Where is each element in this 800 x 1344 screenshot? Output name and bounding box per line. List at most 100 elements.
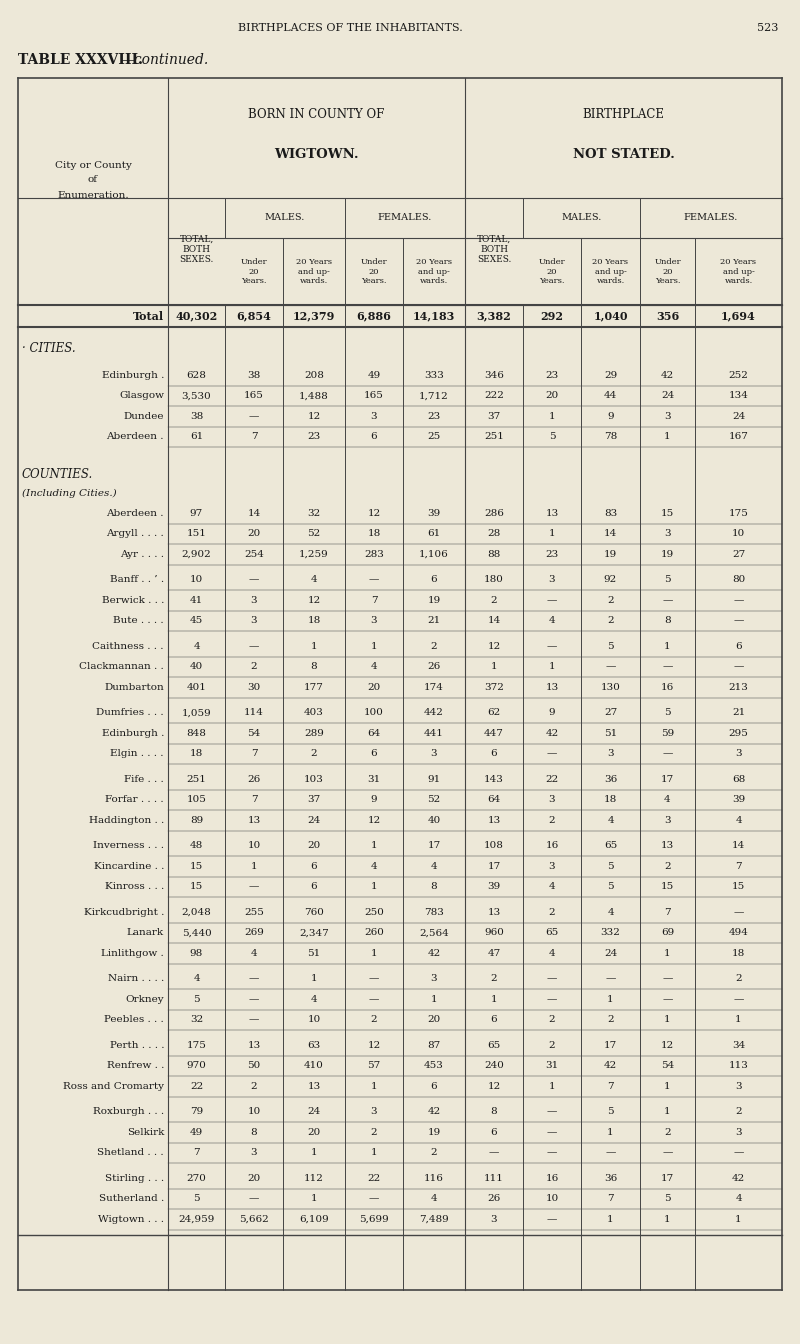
Text: 2: 2 — [607, 595, 614, 605]
Text: 83: 83 — [604, 509, 617, 517]
Text: 332: 332 — [601, 929, 621, 937]
Text: 6: 6 — [310, 862, 318, 871]
Text: 14: 14 — [487, 617, 501, 625]
Text: 12: 12 — [367, 816, 381, 825]
Text: 1: 1 — [370, 949, 378, 958]
Text: 3: 3 — [549, 575, 555, 585]
Text: 15: 15 — [661, 882, 674, 891]
Text: 13: 13 — [247, 1040, 261, 1050]
Text: Under
20
Years.: Under 20 Years. — [538, 258, 566, 285]
Text: 208: 208 — [304, 371, 324, 380]
Text: 1: 1 — [310, 974, 318, 984]
Text: 65: 65 — [546, 929, 558, 937]
Text: 252: 252 — [729, 371, 749, 380]
Text: 10: 10 — [247, 1107, 261, 1117]
Text: —: — — [249, 882, 259, 891]
Text: FEMALES.: FEMALES. — [684, 214, 738, 223]
Text: 151: 151 — [186, 530, 206, 538]
Text: 2: 2 — [607, 617, 614, 625]
Text: 4: 4 — [549, 882, 555, 891]
Text: 2: 2 — [490, 974, 498, 984]
Text: 3,530: 3,530 — [182, 391, 211, 401]
Text: 7: 7 — [664, 907, 671, 917]
Text: 130: 130 — [601, 683, 621, 692]
Text: 5: 5 — [664, 1195, 671, 1203]
Text: 7: 7 — [735, 862, 742, 871]
Text: 10: 10 — [247, 841, 261, 851]
Text: 20 Years
and up-
wards.: 20 Years and up- wards. — [416, 258, 452, 285]
Text: 19: 19 — [604, 550, 617, 559]
Text: 51: 51 — [307, 949, 321, 958]
Text: Under
20
Years.: Under 20 Years. — [654, 258, 681, 285]
Text: —: — — [547, 749, 557, 758]
Text: —: — — [662, 749, 673, 758]
Text: (Including Cities.): (Including Cities.) — [22, 488, 117, 497]
Text: Aberdeen .: Aberdeen . — [106, 509, 164, 517]
Text: Perth . . . .: Perth . . . . — [110, 1040, 164, 1050]
Text: 250: 250 — [364, 907, 384, 917]
Text: 6,109: 6,109 — [299, 1215, 329, 1224]
Text: 17: 17 — [427, 841, 441, 851]
Text: 3: 3 — [735, 1128, 742, 1137]
Text: 2: 2 — [664, 862, 671, 871]
Text: 111: 111 — [484, 1173, 504, 1183]
Text: 18: 18 — [732, 949, 745, 958]
Text: —: — — [249, 995, 259, 1004]
Text: —: — — [249, 411, 259, 421]
Text: 12: 12 — [367, 509, 381, 517]
Text: 16: 16 — [546, 1173, 558, 1183]
Text: 1: 1 — [607, 995, 614, 1004]
Text: 2: 2 — [250, 1082, 258, 1091]
Text: 49: 49 — [367, 371, 381, 380]
Text: 1: 1 — [735, 1015, 742, 1024]
Text: Ayr . . . .: Ayr . . . . — [120, 550, 164, 559]
Text: 1: 1 — [607, 1128, 614, 1137]
Text: 1: 1 — [664, 1215, 671, 1224]
Text: 7: 7 — [607, 1195, 614, 1203]
Text: 10: 10 — [546, 1195, 558, 1203]
Text: 13: 13 — [307, 1082, 321, 1091]
Text: 174: 174 — [424, 683, 444, 692]
Text: —: — — [547, 595, 557, 605]
Text: 3: 3 — [664, 816, 671, 825]
Text: 9: 9 — [370, 796, 378, 804]
Text: 3: 3 — [490, 1215, 498, 1224]
Text: Haddington . .: Haddington . . — [89, 816, 164, 825]
Text: Under
20
Years.: Under 20 Years. — [361, 258, 387, 285]
Text: 15: 15 — [190, 882, 203, 891]
Text: 12: 12 — [307, 411, 321, 421]
Text: 3: 3 — [549, 862, 555, 871]
Text: 346: 346 — [484, 371, 504, 380]
Text: 32: 32 — [190, 1015, 203, 1024]
Text: 38: 38 — [190, 411, 203, 421]
Text: 1: 1 — [664, 433, 671, 441]
Text: 31: 31 — [546, 1062, 558, 1070]
Text: 3: 3 — [735, 749, 742, 758]
Text: —: — — [734, 1148, 744, 1157]
Text: 12: 12 — [661, 1040, 674, 1050]
Text: 8: 8 — [250, 1128, 258, 1137]
Text: 1,259: 1,259 — [299, 550, 329, 559]
Text: 2: 2 — [430, 641, 438, 650]
Text: 17: 17 — [487, 862, 501, 871]
Text: 34: 34 — [732, 1040, 745, 1050]
Text: NOT STATED.: NOT STATED. — [573, 148, 674, 161]
Text: Orkney: Orkney — [126, 995, 164, 1004]
Text: Linlithgow .: Linlithgow . — [102, 949, 164, 958]
Text: —: — — [547, 641, 557, 650]
Text: Glasgow: Glasgow — [119, 391, 164, 401]
Text: Bute . . . .: Bute . . . . — [114, 617, 164, 625]
Text: 20: 20 — [546, 391, 558, 401]
Text: 1: 1 — [664, 1107, 671, 1117]
Text: MALES.: MALES. — [265, 214, 305, 223]
Text: —: — — [489, 1148, 499, 1157]
Text: Selkirk: Selkirk — [126, 1128, 164, 1137]
Text: 4: 4 — [735, 1195, 742, 1203]
Text: —: — — [369, 575, 379, 585]
Text: 2: 2 — [370, 1015, 378, 1024]
Text: 3,382: 3,382 — [477, 310, 511, 321]
Text: —: — — [547, 1215, 557, 1224]
Text: 1: 1 — [370, 1082, 378, 1091]
Text: Caithness . . .: Caithness . . . — [93, 641, 164, 650]
Text: 42: 42 — [732, 1173, 745, 1183]
